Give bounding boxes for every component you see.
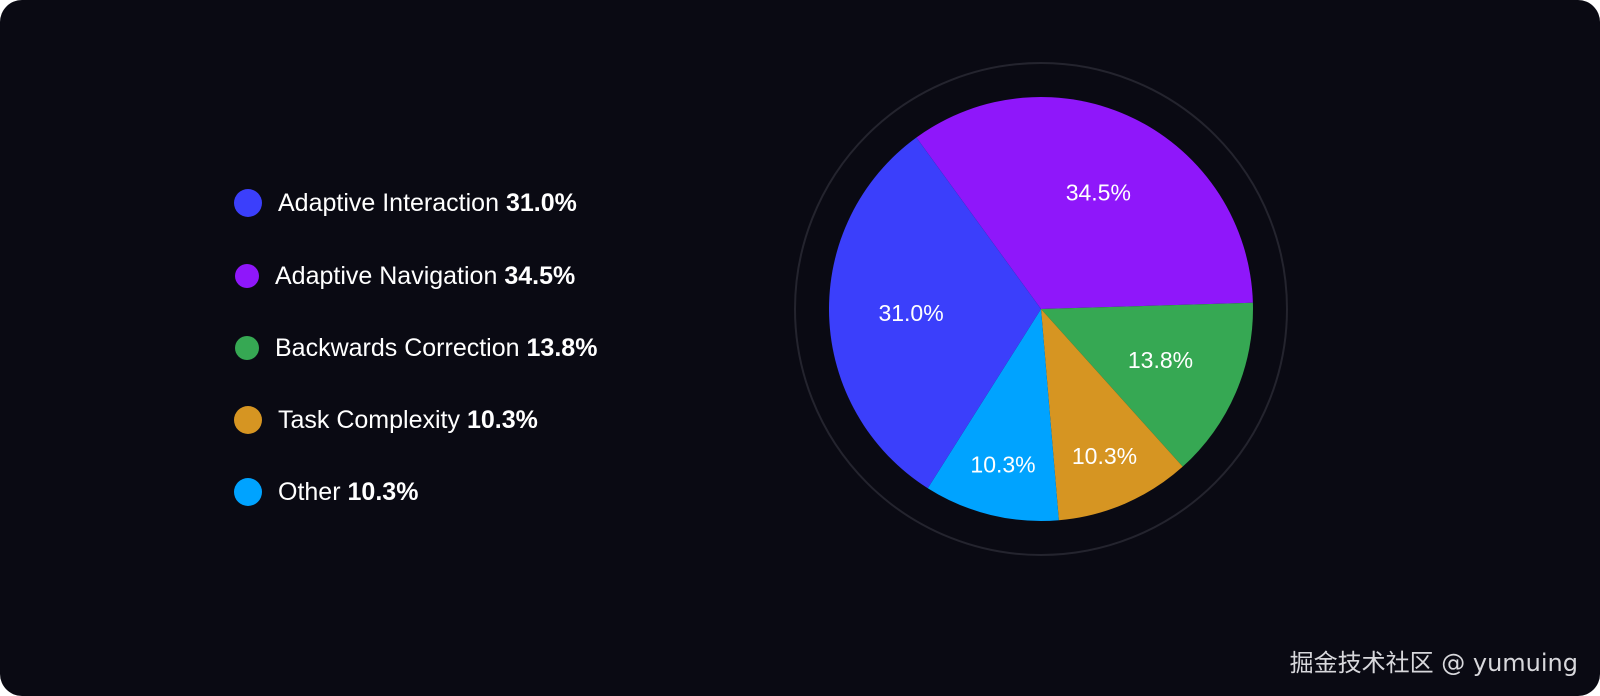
legend-item: Other 10.3% — [234, 472, 418, 512]
watermark: 掘金技术社区 @ yumuing — [1289, 649, 1578, 677]
slice-data-label: 13.8% — [1128, 347, 1193, 373]
slice-data-label: 10.3% — [1072, 443, 1137, 469]
legend-label: Adaptive Interaction — [278, 188, 499, 217]
legend-dot — [234, 406, 262, 434]
legend-item: Adaptive Interaction 31.0% — [234, 183, 577, 223]
pie-slice-backwards-correction — [1041, 302, 1253, 467]
pie-slice-task-complexity — [1041, 309, 1183, 521]
legend-value: 31.0% — [505, 188, 577, 217]
pie-slice-adaptive-interaction — [829, 137, 1041, 489]
legend-dot — [234, 189, 262, 217]
pie-slice-other — [927, 309, 1059, 521]
slice-data-label: 31.0% — [878, 300, 943, 326]
legend-label: Adaptive Navigation — [275, 261, 498, 290]
legend-label: Other — [278, 477, 341, 506]
legend-value: 13.8% — [526, 333, 598, 362]
outer-ring — [794, 62, 1288, 556]
legend-dot — [235, 264, 259, 288]
legend-dot — [234, 478, 262, 506]
legend-label: Task Complexity — [278, 405, 460, 434]
slice-data-label: 34.5% — [1066, 179, 1131, 205]
pie-slice-adaptive-navigation — [916, 97, 1253, 310]
legend-dot — [235, 336, 259, 360]
slice-data-label: 10.3% — [970, 451, 1035, 477]
legend-value: 10.3% — [467, 405, 538, 434]
legend-label: Backwards Correction — [275, 333, 520, 362]
legend-item: Task Complexity 10.3% — [234, 400, 538, 440]
legend-value: 34.5% — [504, 261, 576, 290]
legend-item: Adaptive Navigation 34.5% — [234, 256, 575, 296]
legend-item: Backwards Correction 13.8% — [234, 328, 597, 368]
legend-value: 10.3% — [347, 477, 419, 506]
